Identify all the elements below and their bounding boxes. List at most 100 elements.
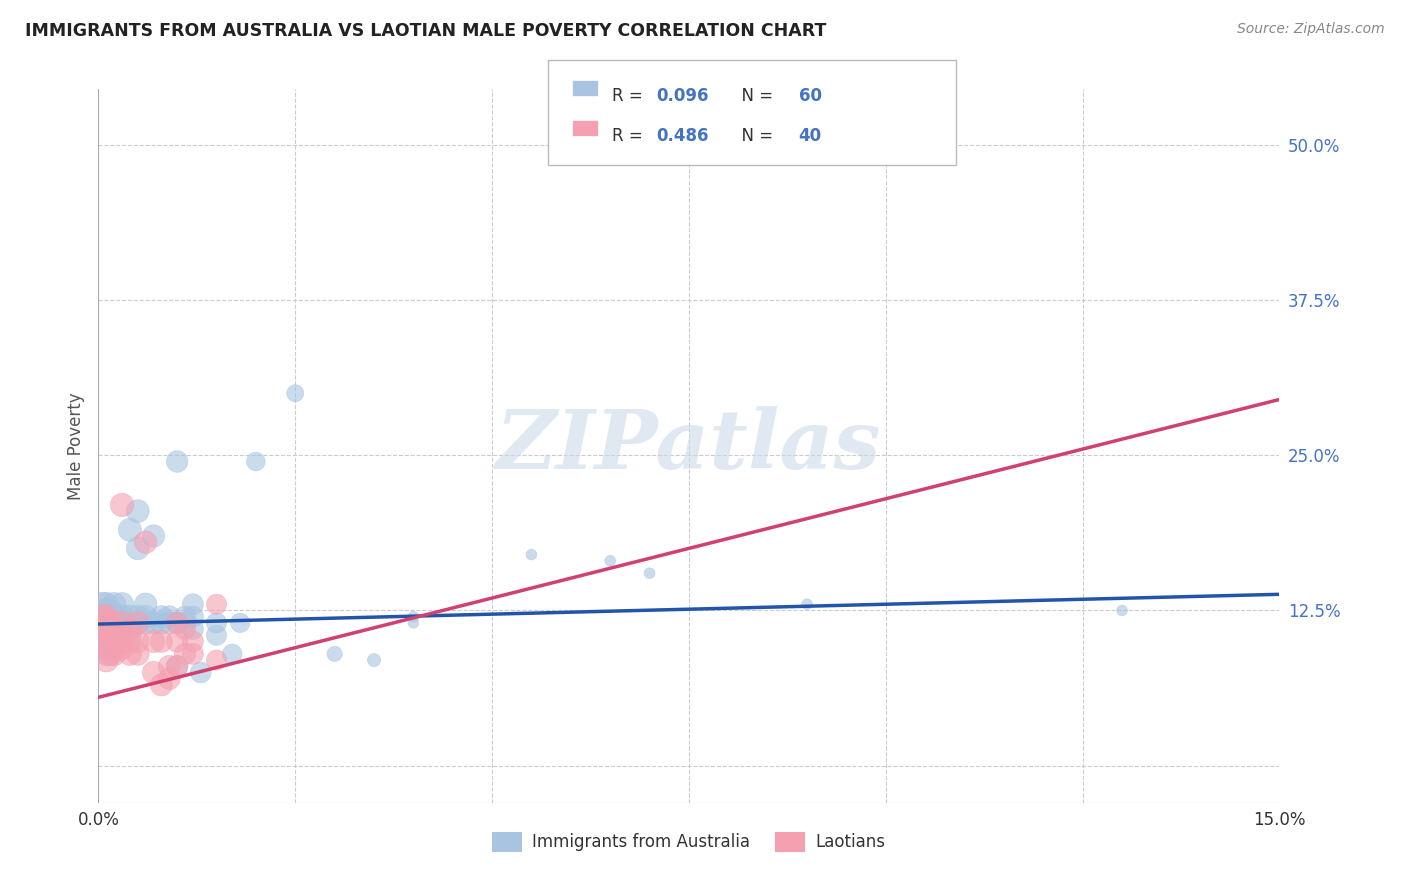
Point	[127, 541, 149, 556]
Point	[98, 603, 121, 617]
Point	[205, 628, 228, 642]
Point	[638, 566, 661, 581]
Point	[111, 498, 134, 512]
Legend: Immigrants from Australia, Laotians: Immigrants from Australia, Laotians	[486, 825, 891, 859]
Point	[98, 609, 121, 624]
Point	[135, 535, 157, 549]
Text: R =: R =	[612, 87, 648, 104]
Point	[717, 151, 740, 165]
Point	[103, 622, 125, 636]
Point	[96, 603, 118, 617]
Point	[96, 653, 118, 667]
Point	[96, 640, 118, 655]
Point	[402, 615, 425, 630]
Point	[111, 609, 134, 624]
Point	[96, 615, 118, 630]
Point	[205, 597, 228, 611]
Point	[118, 615, 141, 630]
Point	[157, 659, 180, 673]
Point	[142, 529, 165, 543]
Point	[127, 615, 149, 630]
Text: R =: R =	[612, 127, 648, 145]
Point	[229, 615, 252, 630]
Point	[520, 548, 543, 562]
Text: 60: 60	[799, 87, 821, 104]
Point	[599, 554, 621, 568]
Point	[103, 647, 125, 661]
Point	[174, 609, 197, 624]
Point	[103, 628, 125, 642]
Point	[103, 628, 125, 642]
Point	[111, 640, 134, 655]
Point	[103, 609, 125, 624]
Point	[181, 647, 204, 661]
Point	[157, 672, 180, 686]
Point	[181, 597, 204, 611]
Point	[127, 647, 149, 661]
Point	[96, 597, 118, 611]
Point	[150, 609, 173, 624]
Point	[103, 597, 125, 611]
Point	[111, 622, 134, 636]
Text: IMMIGRANTS FROM AUSTRALIA VS LAOTIAN MALE POVERTY CORRELATION CHART: IMMIGRANTS FROM AUSTRALIA VS LAOTIAN MAL…	[25, 22, 827, 40]
Point	[796, 597, 818, 611]
Point	[103, 615, 125, 630]
Text: Source: ZipAtlas.com: Source: ZipAtlas.com	[1237, 22, 1385, 37]
Point	[181, 634, 204, 648]
Point	[174, 647, 197, 661]
Point	[181, 622, 204, 636]
Point	[150, 678, 173, 692]
Point	[150, 615, 173, 630]
Text: 0.096: 0.096	[657, 87, 709, 104]
Point	[91, 609, 114, 624]
Point	[91, 628, 114, 642]
Point	[118, 634, 141, 648]
Point	[166, 659, 188, 673]
Text: N =: N =	[731, 87, 779, 104]
Point	[91, 628, 114, 642]
Point	[166, 454, 188, 468]
Point	[98, 647, 121, 661]
Point	[127, 504, 149, 518]
Point	[96, 647, 118, 661]
Point	[111, 634, 134, 648]
Point	[174, 615, 197, 630]
Point	[98, 622, 121, 636]
Point	[190, 665, 212, 680]
Point	[91, 615, 114, 630]
Point	[142, 634, 165, 648]
Point	[96, 634, 118, 648]
Point	[150, 634, 173, 648]
Point	[363, 653, 385, 667]
Point	[157, 615, 180, 630]
Point	[205, 615, 228, 630]
Point	[135, 597, 157, 611]
Point	[118, 622, 141, 636]
Point	[96, 609, 118, 624]
Point	[127, 609, 149, 624]
Point	[118, 647, 141, 661]
Point	[118, 609, 141, 624]
Point	[221, 647, 243, 661]
Point	[98, 628, 121, 642]
Y-axis label: Male Poverty: Male Poverty	[66, 392, 84, 500]
Point	[166, 615, 188, 630]
Point	[166, 659, 188, 673]
Point	[166, 634, 188, 648]
Point	[135, 609, 157, 624]
Point	[91, 609, 114, 624]
Point	[174, 622, 197, 636]
Point	[91, 615, 114, 630]
Text: N =: N =	[731, 127, 779, 145]
Text: 40: 40	[799, 127, 821, 145]
Point	[118, 523, 141, 537]
Point	[98, 615, 121, 630]
Point	[245, 454, 267, 468]
Text: 0.486: 0.486	[657, 127, 709, 145]
Point	[118, 628, 141, 642]
Text: ZIPatlas: ZIPatlas	[496, 406, 882, 486]
Point	[91, 597, 114, 611]
Point	[323, 647, 346, 661]
Point	[181, 609, 204, 624]
Point	[111, 597, 134, 611]
